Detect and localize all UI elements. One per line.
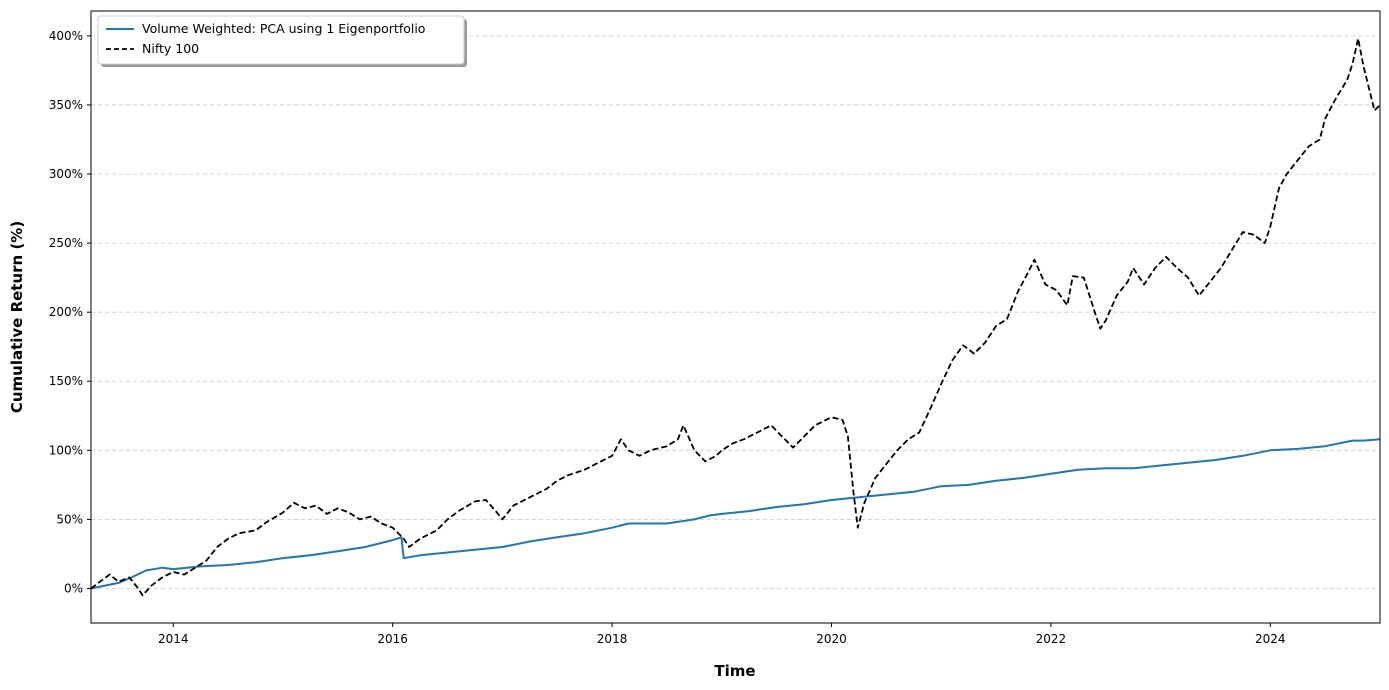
y-tick-label: 400%: [49, 29, 83, 43]
series-lines: [90, 37, 1381, 597]
y-tick-label: 300%: [49, 167, 83, 181]
legend: Volume Weighted: PCA using 1 Eigenportfo…: [97, 15, 467, 67]
y-tick-label: 50%: [56, 512, 83, 526]
x-tick-label: 2020: [816, 632, 847, 646]
legend-label-pca: Volume Weighted: PCA using 1 Eigenportfo…: [142, 21, 425, 36]
y-tick-label: 250%: [49, 236, 83, 250]
y-axis: 0% 50% 100% 150% 200% 250% 300% 350% 400%: [49, 29, 91, 595]
x-tick-label: 2016: [377, 632, 408, 646]
grid-lines: [91, 35, 1380, 589]
y-axis-title: Cumulative Return (%): [8, 221, 26, 413]
series-line-nifty-100: [90, 37, 1381, 597]
x-tick-label: 2018: [597, 632, 628, 646]
y-tick-label: 100%: [49, 443, 83, 457]
y-tick-label: 350%: [49, 98, 83, 112]
x-tick-label: 2014: [158, 632, 189, 646]
plot-frame: [90, 10, 1381, 624]
legend-box: [97, 15, 465, 65]
legend-label-nifty: Nifty 100: [142, 41, 199, 56]
x-axis: 2014 2016 2018 2020 2022 2024: [158, 623, 1286, 646]
y-tick-label: 150%: [49, 374, 83, 388]
x-tick-label: 2022: [1036, 632, 1067, 646]
x-axis-title: Time: [714, 662, 755, 680]
x-tick-label: 2024: [1255, 632, 1286, 646]
y-tick-label: 0%: [64, 581, 83, 595]
y-tick-label: 200%: [49, 305, 83, 319]
series-line-pca: [90, 438, 1381, 590]
